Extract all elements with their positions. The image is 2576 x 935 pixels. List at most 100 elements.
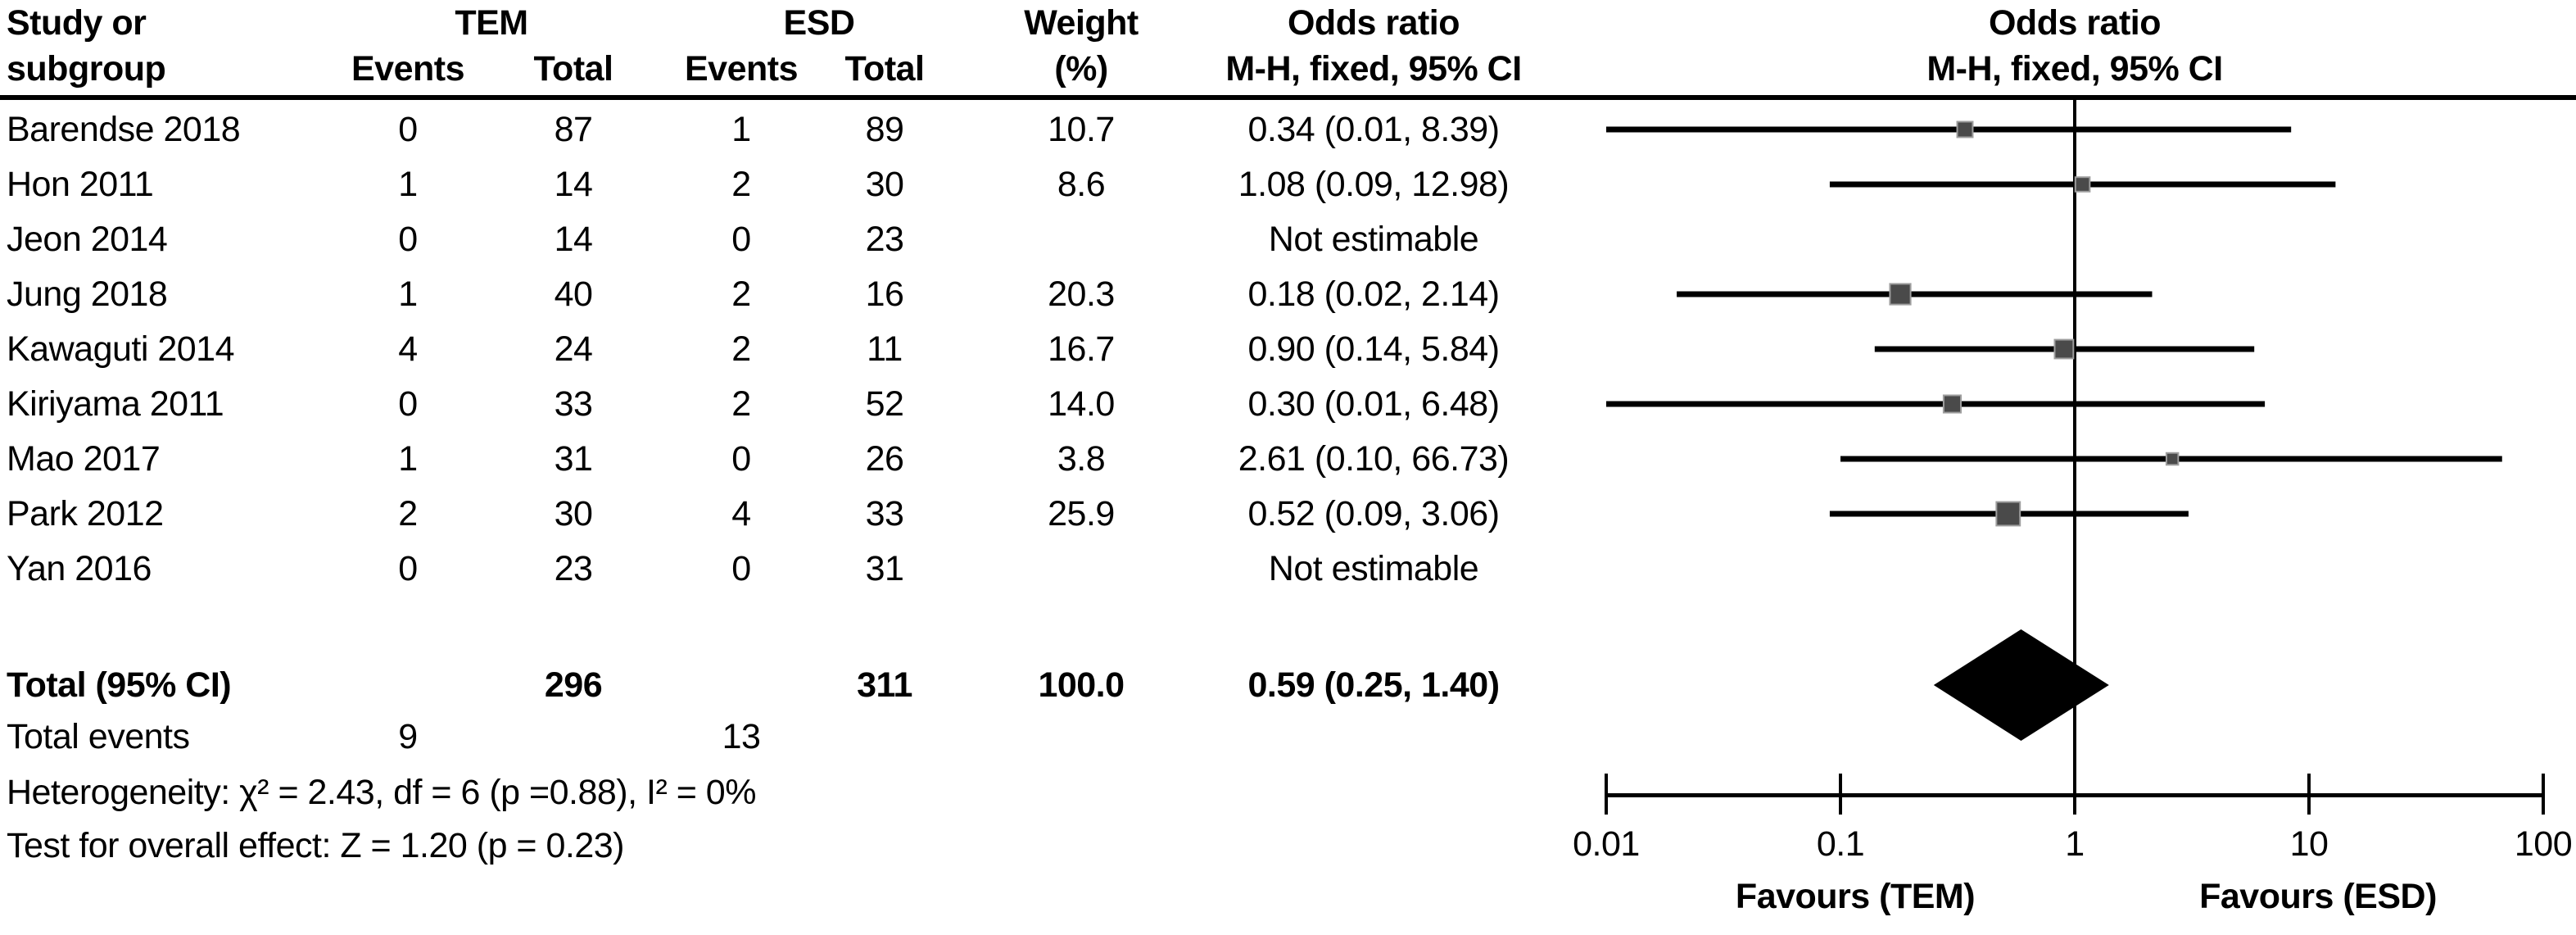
weight-value: 20.3 — [1048, 275, 1115, 314]
or-point-square — [2165, 452, 2180, 466]
header-plot-or-line2: M-H, fixed, 95% CI — [1926, 49, 2223, 89]
esd-total-value: 89 — [865, 110, 904, 149]
x-tick-label: 0.01 — [1573, 824, 1640, 864]
header-or-line2: M-H, fixed, 95% CI — [1225, 49, 1522, 89]
x-axis-tick — [2542, 774, 2545, 815]
or-ci-text: 2.61 (0.10, 66.73) — [1238, 439, 1510, 479]
ci-line — [1606, 401, 2266, 407]
esd-total-value: 33 — [865, 494, 904, 533]
or-ci-text: 0.90 (0.14, 5.84) — [1247, 329, 1500, 369]
esd-events-value: 2 — [731, 275, 751, 314]
header-or-line1: Odds ratio — [1287, 3, 1460, 43]
esd-events-value: 2 — [731, 384, 751, 424]
esd-events-value: 1 — [731, 110, 751, 149]
total-weight: 100.0 — [1038, 665, 1125, 705]
x-axis-tick — [1839, 774, 1842, 815]
tem-events-value: 2 — [398, 494, 418, 533]
or-point-square — [2074, 176, 2091, 193]
ci-line — [1677, 291, 2153, 297]
weight-value: 14.0 — [1048, 384, 1115, 424]
tem-total-value: 31 — [554, 439, 593, 479]
or-ci-text: Not estimable — [1268, 220, 1479, 259]
header-rule — [0, 95, 2576, 100]
study-name: Barendse 2018 — [7, 110, 241, 149]
esd-total-value: 30 — [865, 165, 904, 204]
heterogeneity-text: Heterogeneity: χ² = 2.43, df = 6 (p =0.8… — [7, 773, 756, 812]
overall-effect-text: Test for overall effect: Z = 1.20 (p = 0… — [7, 826, 625, 865]
tem-total-value: 40 — [554, 275, 593, 314]
study-name: Kiriyama 2011 — [7, 384, 224, 424]
total-esd-total: 311 — [857, 665, 912, 705]
x-axis-tick — [1605, 774, 1608, 815]
header-weight-line2: (%) — [1054, 49, 1108, 89]
study-name: Park 2012 — [7, 494, 164, 533]
or-point-square — [1995, 501, 2021, 527]
favours-left-label: Favours (TEM) — [1735, 877, 1976, 916]
or-ci-text: 1.08 (0.09, 12.98) — [1238, 165, 1510, 204]
esd-total-value: 31 — [865, 549, 904, 588]
favours-right-label: Favours (ESD) — [2199, 877, 2437, 916]
header-tem-total: Total — [533, 49, 613, 89]
esd-events-value: 2 — [731, 165, 751, 204]
study-name: Jeon 2014 — [7, 220, 168, 259]
header-esd-total: Total — [844, 49, 925, 89]
tem-total-value: 23 — [554, 549, 593, 588]
tem-events-value: 1 — [398, 275, 418, 314]
total-events-esd-value: 13 — [722, 717, 761, 756]
weight-value: 25.9 — [1048, 494, 1115, 533]
study-name: Mao 2017 — [7, 439, 161, 479]
or-ci-text: 0.18 (0.02, 2.14) — [1247, 275, 1500, 314]
or-ci-text: 0.34 (0.01, 8.39) — [1247, 110, 1500, 149]
or-ci-text: Not estimable — [1268, 549, 1479, 588]
header-esd-events: Events — [684, 49, 799, 89]
total-or-ci-text: 0.59 (0.25, 1.40) — [1247, 665, 1500, 705]
or-ci-text: 0.52 (0.09, 3.06) — [1247, 494, 1500, 533]
tem-events-value: 0 — [398, 220, 418, 259]
study-name: Kawaguti 2014 — [7, 329, 235, 369]
x-axis-tick — [2307, 774, 2311, 815]
study-name: Yan 2016 — [7, 549, 152, 588]
or-point-square — [2053, 338, 2075, 360]
header-weight-line1: Weight — [1024, 3, 1139, 43]
ci-line — [1606, 126, 2292, 133]
header-study-line2: subgroup — [7, 49, 166, 89]
total-tem-total: 296 — [544, 665, 603, 705]
total-events-tem-value: 9 — [398, 717, 418, 756]
weight-value: 8.6 — [1057, 165, 1106, 204]
study-name: Jung 2018 — [7, 275, 168, 314]
esd-events-value: 4 — [731, 494, 751, 533]
header-tem-group: TEM — [455, 3, 528, 43]
weight-value: 10.7 — [1048, 110, 1115, 149]
x-tick-label: 10 — [2289, 824, 2329, 864]
total-row-label: Total (95% CI) — [7, 665, 232, 705]
summary-diamond — [1933, 629, 2109, 741]
esd-events-value: 0 — [731, 220, 751, 259]
tem-events-value: 1 — [398, 439, 418, 479]
x-tick-label: 100 — [2514, 824, 2573, 864]
header-tem-events: Events — [351, 49, 465, 89]
header-esd-group: ESD — [783, 3, 855, 43]
esd-total-value: 23 — [865, 220, 904, 259]
esd-events-value: 0 — [731, 439, 751, 479]
or-point-square — [1889, 283, 1912, 306]
esd-total-value: 16 — [865, 275, 904, 314]
weight-value: 3.8 — [1057, 439, 1106, 479]
header-study-line1: Study or — [7, 3, 147, 43]
weight-value: 16.7 — [1048, 329, 1115, 369]
esd-total-value: 26 — [865, 439, 904, 479]
tem-events-value: 4 — [398, 329, 418, 369]
esd-total-value: 11 — [867, 329, 903, 369]
tem-total-value: 33 — [554, 384, 593, 424]
tem-total-value: 30 — [554, 494, 593, 533]
esd-events-value: 2 — [731, 329, 751, 369]
tem-events-value: 0 — [398, 110, 418, 149]
header-plot-or-line1: Odds ratio — [1988, 3, 2162, 43]
tem-events-value: 1 — [398, 165, 418, 204]
tem-total-value: 24 — [554, 329, 593, 369]
or-point-square — [1942, 394, 1963, 414]
tem-events-value: 0 — [398, 549, 418, 588]
tem-events-value: 0 — [398, 384, 418, 424]
esd-total-value: 52 — [865, 384, 904, 424]
